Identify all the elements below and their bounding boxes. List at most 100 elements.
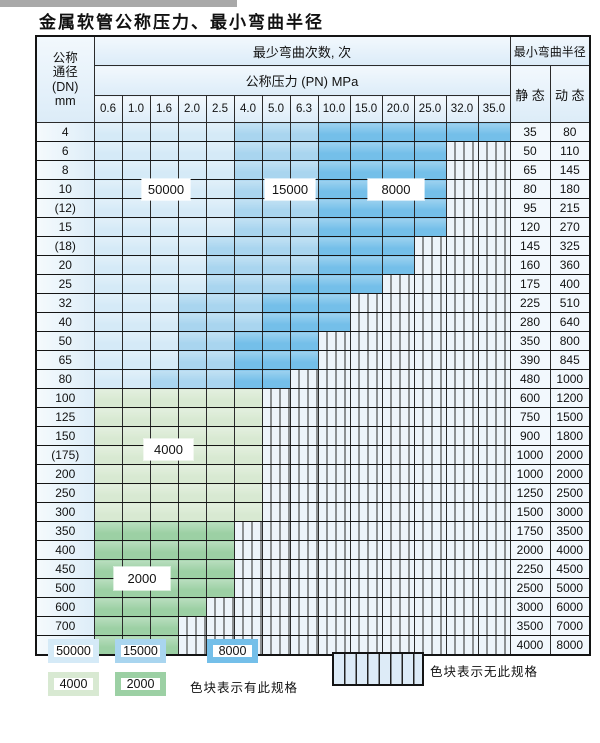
static-radius-cell: 80 [509,179,551,199]
no-spec-hatch-cell [445,521,479,541]
no-spec-hatch-cell [381,597,415,617]
no-spec-hatch-cell [477,217,511,237]
no-spec-hatch-cell [413,616,447,636]
dn-cell: 200 [35,464,95,484]
spec-cell-4000 [121,445,151,465]
no-spec-hatch-cell [477,312,511,332]
no-spec-hatch-cell [317,597,351,617]
dynamic-radius-cell: 325 [549,236,591,256]
no-spec-hatch-cell [413,559,447,579]
legend: 色块表示有此规格 色块表示无此规格 50000 15000 8000 4000 2000 [48,639,568,709]
static-radius-cell: 750 [509,407,551,427]
pn-value-header: 10.0 [317,95,351,123]
spec-cell-15000 [289,198,319,218]
no-spec-hatch-cell [445,293,479,313]
no-spec-hatch-cell [381,331,415,351]
dn-cell: 450 [35,559,95,579]
dynamic-radius-cell: 6000 [549,597,591,617]
static-radius-cell: 160 [509,255,551,275]
spec-cell-50000 [177,236,207,256]
dn-cell: 700 [35,616,95,636]
spec-cell-2000 [121,597,151,617]
spec-cell-15000 [233,198,263,218]
spec-cell-2000 [93,540,123,560]
no-spec-hatch-cell [381,464,415,484]
no-spec-hatch-cell [317,502,351,522]
cycles-value-label-4000: 4000 [144,439,193,460]
static-radius-cell: 145 [509,236,551,256]
dynamic-radius-cell: 4000 [549,540,591,560]
spec-cell-4000 [177,407,207,427]
no-spec-hatch-cell [349,350,383,370]
spec-cell-50000 [93,293,123,313]
no-spec-hatch-cell [413,464,447,484]
static-radius-cell: 3000 [509,597,551,617]
no-spec-hatch-cell [413,578,447,598]
no-spec-hatch-cell [413,502,447,522]
spec-cell-8000 [381,236,415,256]
spec-cell-8000 [317,122,351,142]
spec-cell-50000 [177,141,207,161]
spec-cell-50000 [121,350,151,370]
no-spec-hatch-cell [317,521,351,541]
spec-cell-4000 [233,464,263,484]
no-spec-hatch-cell [445,483,479,503]
no-spec-hatch-cell [205,597,235,617]
static-radius-cell: 2000 [509,540,551,560]
spec-cell-8000 [413,198,447,218]
spec-cell-15000 [289,160,319,180]
no-spec-hatch-cell [289,388,319,408]
dynamic-radius-cell: 270 [549,217,591,237]
no-spec-hatch-cell [477,331,511,351]
spec-cell-50000 [205,141,235,161]
spec-cell-2000 [93,597,123,617]
spec-cell-4000 [205,407,235,427]
pn-value-header: 2.0 [177,95,207,123]
spec-cell-15000 [205,312,235,332]
spec-cell-8000 [233,350,263,370]
no-spec-hatch-cell [381,540,415,560]
spec-cell-2000 [93,521,123,541]
pn-value-header: 2.5 [205,95,235,123]
spec-cell-8000 [317,217,351,237]
dn-cell: 20 [35,255,95,275]
legend-available-text: 色块表示有此规格 [190,681,299,695]
spec-cell-8000 [381,160,415,180]
spec-cell-8000 [349,255,383,275]
spec-cell-8000 [381,217,415,237]
table-row: 50 350 800 [35,331,591,351]
spec-cell-50000 [121,236,151,256]
static-radius-cell: 2250 [509,559,551,579]
dynamic-radius-cell: 1500 [549,407,591,427]
spec-cell-15000 [261,217,291,237]
dn-column-header: 公称 通径 (DN) mm [35,35,95,123]
spec-cell-4000 [121,426,151,446]
static-radius-cell: 50 [509,141,551,161]
no-spec-hatch-cell [349,407,383,427]
spec-cell-50000 [149,160,179,180]
spec-cell-4000 [149,407,179,427]
spec-cell-50000 [93,160,123,180]
spec-cell-8000 [413,122,447,142]
no-spec-hatch-cell [381,426,415,446]
spec-cell-2000 [149,597,179,617]
spec-cell-15000 [205,255,235,275]
cycles-value-label-15000: 15000 [265,179,315,200]
no-spec-hatch-cell [349,597,383,617]
dn-cell: 6 [35,141,95,161]
no-spec-hatch-cell [289,426,319,446]
spec-cell-15000 [261,141,291,161]
no-spec-hatch-cell [477,388,511,408]
spec-cell-8000 [317,236,351,256]
no-spec-hatch-cell [413,350,447,370]
spec-cell-50000 [121,160,151,180]
no-spec-hatch-cell [445,274,479,294]
spec-cell-8000 [349,236,383,256]
table-row: 150 900 1800 [35,426,591,446]
table-row: 250 1250 2500 [35,483,591,503]
spec-cell-2000 [149,521,179,541]
no-spec-hatch-cell [445,578,479,598]
no-spec-hatch-cell [261,426,291,446]
no-spec-hatch-cell [349,331,383,351]
spec-cell-2000 [121,540,151,560]
